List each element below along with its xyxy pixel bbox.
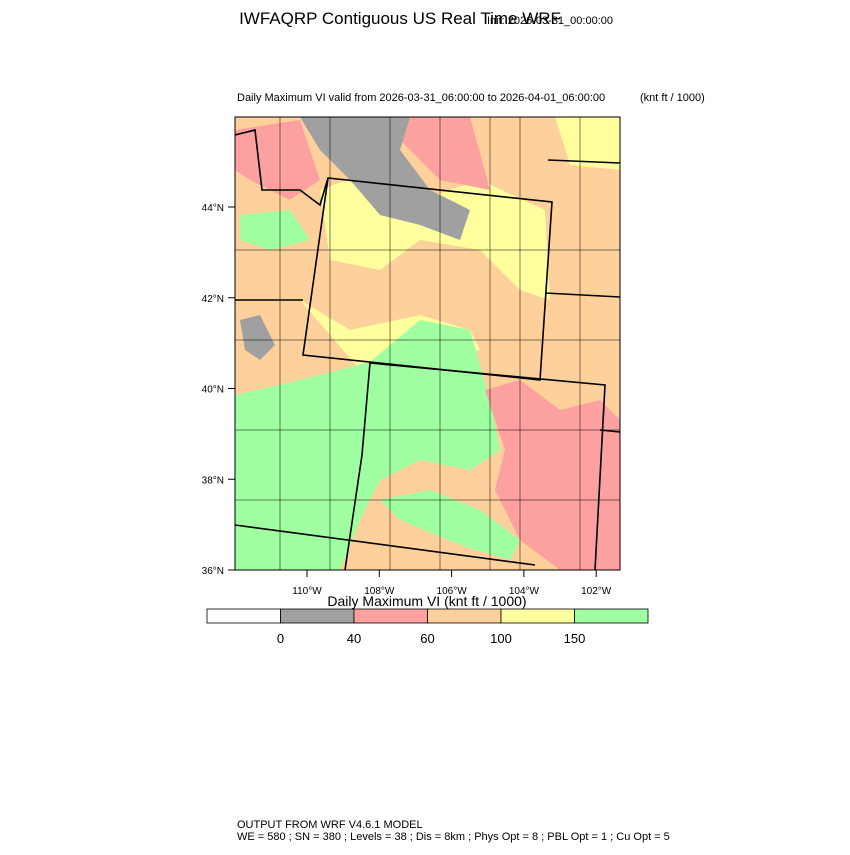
subtitle: Daily Maximum VI valid from 2026-03-31_0… bbox=[237, 92, 605, 104]
field-region bbox=[400, 117, 490, 190]
colorbar-label: 0 bbox=[277, 631, 284, 646]
lat-label: 44°N bbox=[202, 203, 224, 214]
lon-label: 102°W bbox=[581, 586, 612, 597]
lon-label: 104°W bbox=[509, 586, 540, 597]
colorbar: 0 40 60 100 150 bbox=[206, 608, 649, 646]
field-region bbox=[485, 380, 620, 570]
colorbar-title: Daily Maximum VI (knt ft / 1000) bbox=[327, 593, 526, 609]
colorbar-box bbox=[353, 608, 428, 624]
field-region bbox=[240, 210, 310, 250]
field-region bbox=[240, 315, 275, 360]
field-region bbox=[380, 490, 520, 560]
lat-label: 36°N bbox=[202, 566, 224, 577]
title: IWFAQRP Contiguous US Real Time WRF bbox=[239, 9, 561, 28]
lat-label: 38°N bbox=[202, 475, 224, 486]
map-area bbox=[235, 117, 620, 570]
init-time: Init: 2026-03-31_00:00:00 bbox=[487, 15, 613, 27]
state-lines bbox=[235, 129, 620, 570]
footer-line: OUTPUT FROM WRF V4.6.1 MODEL bbox=[237, 819, 423, 831]
lat-label: 42°N bbox=[202, 294, 224, 305]
lon-labels: 110°W 108°W 106°W 104°W 102°W bbox=[292, 570, 612, 597]
county-lines bbox=[235, 117, 620, 570]
field-region bbox=[300, 117, 470, 240]
footer-line: WE = 580 ; SN = 380 ; Levels = 38 ; Dis … bbox=[237, 831, 670, 843]
colorbar-label: 60 bbox=[420, 631, 434, 646]
colorbar-box bbox=[500, 608, 575, 624]
colorbar-label: 100 bbox=[490, 631, 512, 646]
colorbar-box bbox=[427, 608, 502, 624]
map-frame bbox=[234, 116, 621, 571]
lon-label: 106°W bbox=[437, 586, 468, 597]
colorbar-label: 40 bbox=[347, 631, 361, 646]
lat-labels: 44°N 42°N 40°N 38°N 36°N bbox=[202, 203, 235, 577]
field-region bbox=[235, 320, 500, 570]
colorbar-label: 150 bbox=[564, 631, 586, 646]
lon-label: 108°W bbox=[364, 586, 395, 597]
lon-label: 110°W bbox=[292, 586, 322, 597]
field-region bbox=[555, 117, 620, 170]
colorbar-box bbox=[280, 608, 355, 624]
units: (knt ft / 1000) bbox=[640, 92, 705, 104]
colorbar-box bbox=[206, 608, 281, 624]
colorbar-box bbox=[574, 608, 649, 624]
lat-label: 40°N bbox=[202, 385, 224, 396]
